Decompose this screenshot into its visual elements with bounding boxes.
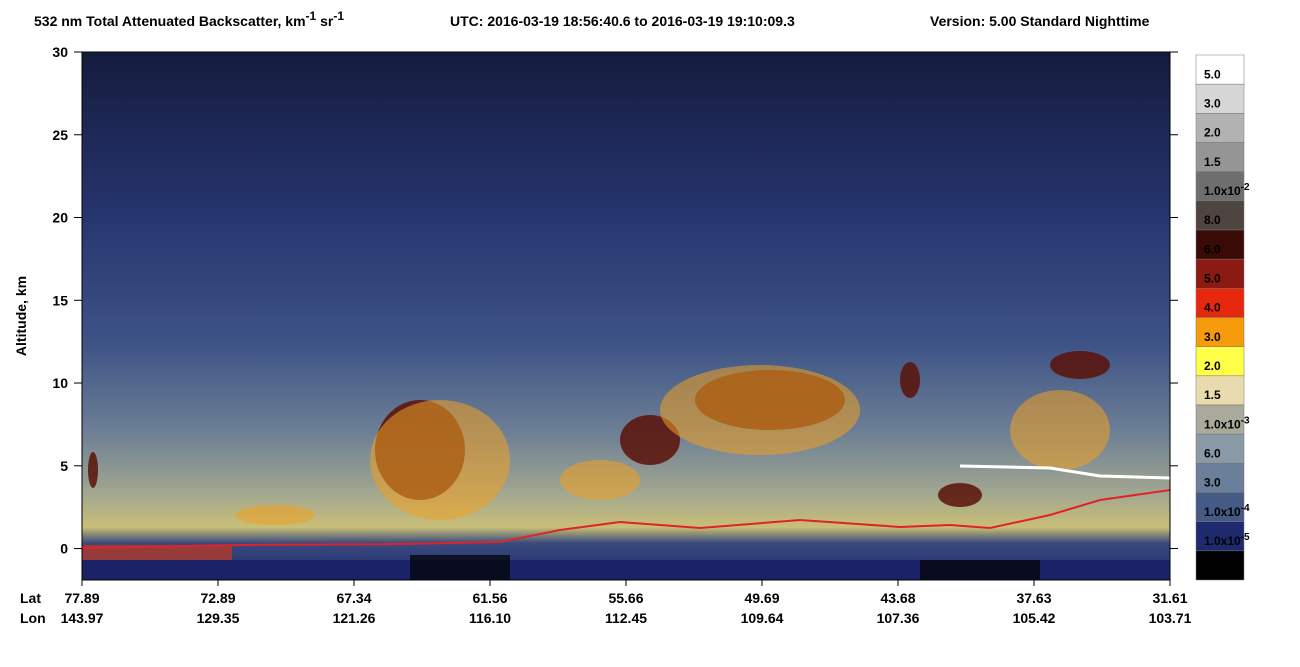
colorbar-box — [1195, 404, 1245, 435]
colorbar-label: 1.0x10-4 — [1204, 503, 1250, 519]
lat-label: 55.66 — [608, 590, 643, 606]
x-row-label: Lat — [20, 590, 41, 606]
lat-label: 49.69 — [744, 590, 779, 606]
colorbar-box — [1195, 171, 1245, 202]
colorbar-label: 1.0x10-2 — [1204, 182, 1250, 198]
colorbar-box — [1195, 346, 1245, 377]
x-row-label: Lon — [20, 610, 46, 626]
lon-label: 103.71 — [1149, 610, 1192, 626]
y-tick-label: 30 — [52, 44, 68, 60]
lon-label: 109.64 — [741, 610, 784, 626]
colorbar-box — [1195, 54, 1245, 85]
colorbar-label: 1.5 — [1204, 388, 1221, 402]
colorbar-box — [1195, 550, 1245, 581]
utc-range: UTC: 2016-03-19 18:56:40.6 to 2016-03-19… — [450, 13, 795, 29]
lon-label: 121.26 — [333, 610, 376, 626]
colorbar-box — [1195, 521, 1245, 552]
y-tick-label: 20 — [52, 210, 68, 226]
colorbar-box — [1195, 433, 1245, 464]
colorbar-box — [1195, 258, 1245, 289]
y-tick-label: 10 — [52, 375, 68, 391]
colorbar-box — [1195, 83, 1245, 114]
y-tick-label: 5 — [60, 458, 68, 474]
chart-title: 532 nm Total Attenuated Backscatter, km-… — [34, 9, 344, 29]
colorbar-box — [1195, 375, 1245, 406]
colorbar-label: 2.0 — [1204, 359, 1221, 373]
y-axis-label: Altitude, km — [13, 276, 29, 356]
version: Version: 5.00 Standard Nighttime — [930, 13, 1150, 29]
lat-label: 77.89 — [64, 590, 99, 606]
colorbar-label: 1.0x10-5 — [1204, 532, 1250, 548]
colorbar-box — [1195, 317, 1245, 347]
colorbar-box — [1195, 288, 1245, 318]
lat-label: 67.34 — [336, 590, 371, 606]
y-tick-label: 25 — [52, 127, 68, 143]
lat-label: 37.63 — [1016, 590, 1051, 606]
lon-label: 112.45 — [605, 610, 647, 626]
colorbar-label: 3.0 — [1204, 476, 1221, 490]
colorbar-label: 1.5 — [1204, 155, 1221, 169]
lon-label: 105.42 — [1013, 610, 1056, 626]
lon-label: 107.36 — [877, 610, 920, 626]
colorbar-label: 1.0x10-3 — [1204, 415, 1250, 431]
colorbar-box — [1195, 463, 1245, 493]
lon-label: 116.10 — [469, 610, 511, 626]
colorbar-label: 5.0 — [1204, 272, 1221, 286]
lat-label: 72.89 — [200, 590, 235, 606]
y-tick-label: 0 — [60, 541, 68, 557]
colorbar-box — [1195, 142, 1245, 172]
colorbar-label: 8.0 — [1204, 213, 1221, 227]
colorbar-label: 6.0 — [1204, 447, 1221, 461]
colorbar-label: 6.0 — [1204, 242, 1221, 256]
lat-label: 31.61 — [1152, 590, 1187, 606]
colorbar-label: 2.0 — [1204, 126, 1221, 140]
lat-label: 61.56 — [472, 590, 507, 606]
colorbar-label: 4.0 — [1204, 301, 1221, 315]
colorbar-label: 5.0 — [1204, 67, 1221, 81]
y-tick-label: 15 — [52, 292, 68, 308]
lat-label: 43.68 — [880, 590, 915, 606]
lon-label: 129.35 — [197, 610, 240, 626]
colorbar-box — [1195, 200, 1245, 231]
colorbar-label: 3.0 — [1204, 97, 1221, 111]
curtain-image — [81, 52, 1171, 580]
colorbar-label: 3.0 — [1204, 330, 1221, 344]
lon-label: 143.97 — [61, 610, 104, 626]
